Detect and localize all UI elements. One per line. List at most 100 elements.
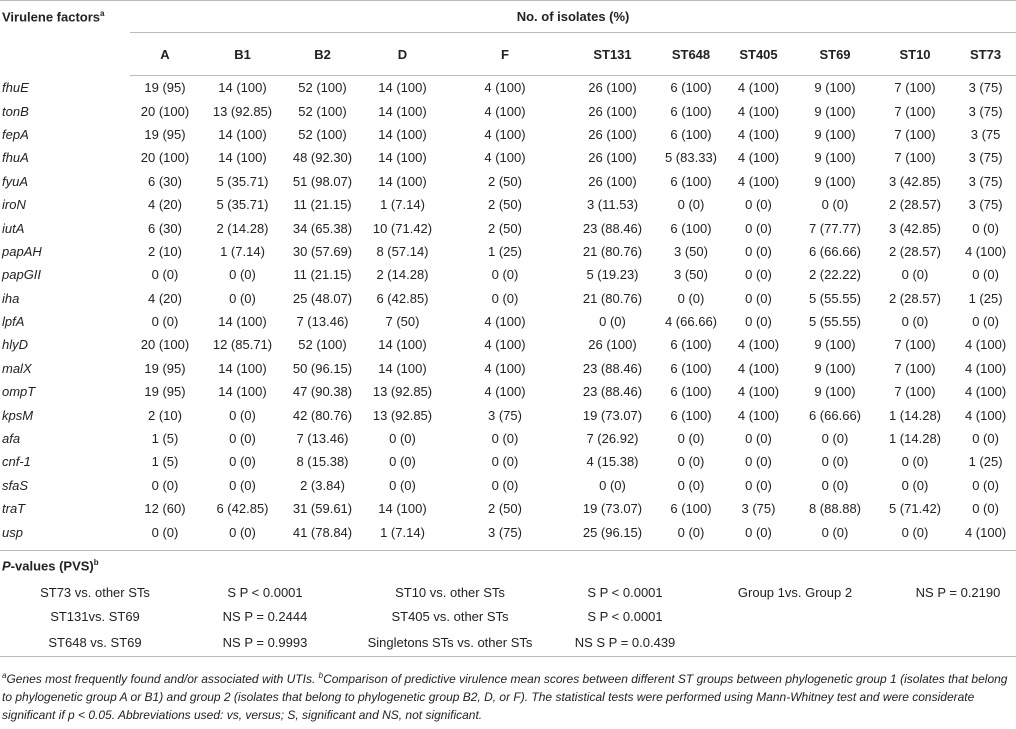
data-cell: 4 (100)	[737, 173, 780, 189]
table-body: Virulene factorsa No. of isolates (%) A B1 B…	[0, 0, 1016, 551]
data-cell: 3 (75)	[741, 501, 776, 517]
data-cell: 0 (0)	[972, 314, 999, 330]
data-cell: 3 (75)	[968, 80, 1003, 96]
data-cell: 2 (14.28)	[376, 267, 429, 283]
data-cell: 0 (0)	[972, 501, 999, 517]
data-cell: 0 (0)	[491, 431, 519, 447]
pvalue-title-text: -values (PVS)	[10, 558, 94, 574]
empty-cell	[900, 605, 1016, 629]
data-cell: 3 (42.85)	[888, 220, 942, 236]
separator-cell	[0, 543, 1016, 551]
data-cell: 19 (95)	[144, 80, 186, 96]
data-row: papAH 2 (10) 1 (7.14) 30 (57.69) 8 (57.14) 1 …	[0, 240, 1016, 263]
data-row: lpfA 0 (0) 14 (100) 7 (13.46) 7 (50) 4 (100) 0…	[0, 310, 1016, 333]
data-cell: 0 (0)	[821, 524, 849, 540]
data-cell: 0 (0)	[491, 267, 519, 283]
footnote-marker: a	[100, 9, 105, 18]
data-cell: 6 (100)	[670, 337, 712, 353]
column-header: ST405	[722, 32, 795, 76]
row-label: kpsM	[2, 407, 34, 423]
data-row: tonB 20 (100) 13 (92.85) 52 (100) 14 (100) 4 …	[0, 99, 1016, 122]
row-label: traT	[2, 501, 26, 517]
row-label: ompT	[2, 384, 36, 400]
data-cell: 23 (88.46)	[582, 360, 643, 376]
data-cell: 1 (25)	[968, 290, 1003, 306]
data-cell: 4 (100)	[484, 150, 526, 166]
data-cell: 7 (100)	[894, 103, 936, 119]
data-cell: 4 (100)	[737, 126, 780, 142]
header-row: A B1 B2 D F ST131 ST648 ST405 ST69 ST10 ST73	[0, 32, 1016, 76]
data-cell: 4 (20)	[148, 290, 182, 306]
data-cell: 6 (100)	[670, 173, 712, 189]
data-cell: 0 (0)	[745, 314, 772, 330]
pvalue: NS P = 0.2190	[915, 585, 1001, 601]
data-cell: 0 (0)	[745, 197, 772, 213]
data-cell: 5 (55.55)	[808, 314, 862, 330]
pvalue: NS P = 0.2444	[222, 609, 308, 625]
data-cell: 6 (100)	[670, 126, 712, 142]
comparison: ST405 vs. other STs	[391, 609, 509, 625]
data-row: hlyD 20 (100) 12 (85.71) 52 (100) 14 (100) 4 …	[0, 333, 1016, 356]
data-cell: 7 (50)	[385, 314, 420, 330]
data-cell: 5 (83.33)	[664, 150, 718, 166]
data-cell: 14 (100)	[378, 80, 427, 96]
data-cell: 6 (30)	[148, 173, 182, 189]
data-cell: 12 (85.71)	[212, 337, 273, 353]
data-cell: 0 (0)	[745, 454, 772, 470]
data-cell: 0 (0)	[821, 431, 849, 447]
data-cell: 0 (0)	[151, 524, 179, 540]
data-cell: 19 (95)	[144, 360, 186, 376]
data-row: traT 12 (60) 6 (42.85) 31 (59.61) 14 (100) 2 …	[0, 497, 1016, 520]
data-cell: 26 (100)	[588, 337, 637, 353]
data-cell: 0 (0)	[229, 407, 256, 423]
data-cell: 26 (100)	[588, 150, 637, 166]
data-cell: 0 (0)	[901, 524, 929, 540]
data-cell: 0 (0)	[389, 431, 416, 447]
data-cell: 4 (100)	[964, 337, 1007, 353]
data-cell: 9 (100)	[814, 126, 856, 142]
data-cell: 1 (5)	[151, 431, 179, 447]
data-cell: 0 (0)	[745, 290, 772, 306]
pvalue-row: ST648 vs. ST69 NS P = 0.9993 Singletons ST…	[0, 628, 1016, 657]
data-row: kpsM 2 (10) 0 (0) 42 (80.76) 13 (92.85) 3 (75…	[0, 403, 1016, 426]
data-cell: 3 (50)	[674, 243, 708, 259]
pvalue-title: P-values (PVS)b	[0, 551, 1016, 581]
data-row: cnf-1 1 (5) 0 (0) 8 (15.38) 0 (0) 0 (0) 4 (15.…	[0, 450, 1016, 473]
data-cell: 14 (100)	[218, 384, 267, 400]
data-cell: 1 (7.14)	[380, 197, 425, 213]
data-cell: 0 (0)	[821, 477, 849, 493]
data-cell: 7 (100)	[894, 384, 936, 400]
data-row: iha 4 (20) 0 (0) 25 (48.07) 6 (42.85) 0 (0) 21…	[0, 287, 1016, 310]
data-cell: 6 (100)	[670, 360, 712, 376]
data-cell: 6 (100)	[670, 501, 712, 517]
comparison: ST648 vs. ST69	[0, 628, 190, 657]
data-cell: 9 (100)	[814, 150, 856, 166]
data-cell: 7 (100)	[894, 150, 936, 166]
data-cell: 1 (14.28)	[888, 431, 942, 447]
data-cell: 26 (100)	[588, 103, 637, 119]
row-label: iutA	[2, 220, 25, 236]
column-header: F	[445, 32, 565, 76]
data-cell: 4 (100)	[484, 103, 526, 119]
data-cell: 4 (100)	[484, 360, 526, 376]
data-cell: 3 (50)	[674, 267, 708, 283]
data-cell: 52 (100)	[298, 126, 347, 142]
footnote-marker: a	[2, 670, 7, 680]
data-row: fhuA 20 (100) 14 (100) 48 (92.30) 14 (100) 4 …	[0, 146, 1016, 169]
data-cell: 4 (100)	[964, 243, 1007, 259]
data-cell: 0 (0)	[491, 290, 519, 306]
data-cell: 2 (50)	[488, 173, 522, 189]
data-cell: 25 (96.15)	[582, 524, 643, 540]
data-cell: 2 (50)	[488, 197, 522, 213]
comparison: ST73 vs. other STs	[40, 585, 150, 601]
data-cell: 5 (55.55)	[808, 290, 862, 306]
data-cell: 0 (0)	[745, 431, 772, 447]
data-cell: 0 (0)	[677, 290, 705, 306]
data-cell: 4 (66.66)	[664, 314, 718, 330]
pvalue: S P < 0.0001	[587, 585, 663, 601]
data-cell: 0 (0)	[229, 431, 256, 447]
row-label: hlyD	[2, 337, 29, 353]
data-cell: 0 (0)	[901, 477, 929, 493]
data-row: fepA 19 (95) 14 (100) 52 (100) 14 (100) 4 (10…	[0, 123, 1016, 146]
